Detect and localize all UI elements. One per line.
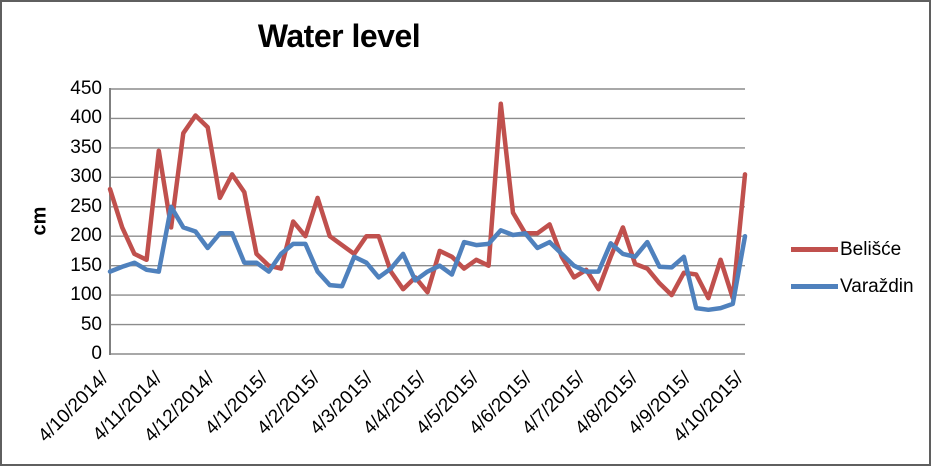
chart-title[interactable]: Water level [257, 18, 421, 54]
legend-swatch-varazdin-line [791, 284, 838, 289]
y-tick-label: 0 [91, 343, 102, 364]
legend-label-belisce: Belišće [840, 238, 902, 260]
y-tick-label: 150 [70, 254, 102, 276]
legend-item-belisce[interactable]: Belišće [791, 231, 914, 268]
legend-label-varazdin: Varaždin [840, 275, 914, 297]
y-tick-label: 350 [70, 136, 102, 158]
legend-swatch-belisce-line [791, 247, 838, 252]
legend: Belišće Varaždin [791, 231, 914, 305]
series-line-belisce[interactable] [107, 101, 748, 301]
y-tick-label: 200 [70, 225, 102, 247]
y-tick-label: 50 [80, 313, 102, 335]
y-tick-label: 400 [70, 107, 102, 129]
series-line-varazdin[interactable] [107, 204, 748, 313]
y-tick-label: 100 [70, 284, 102, 306]
legend-item-varazdin[interactable]: Varaždin [791, 268, 914, 305]
y-tick-label: 250 [70, 195, 102, 217]
y-tick-label: 450 [70, 78, 102, 99]
y-tick-label: 300 [70, 166, 102, 188]
